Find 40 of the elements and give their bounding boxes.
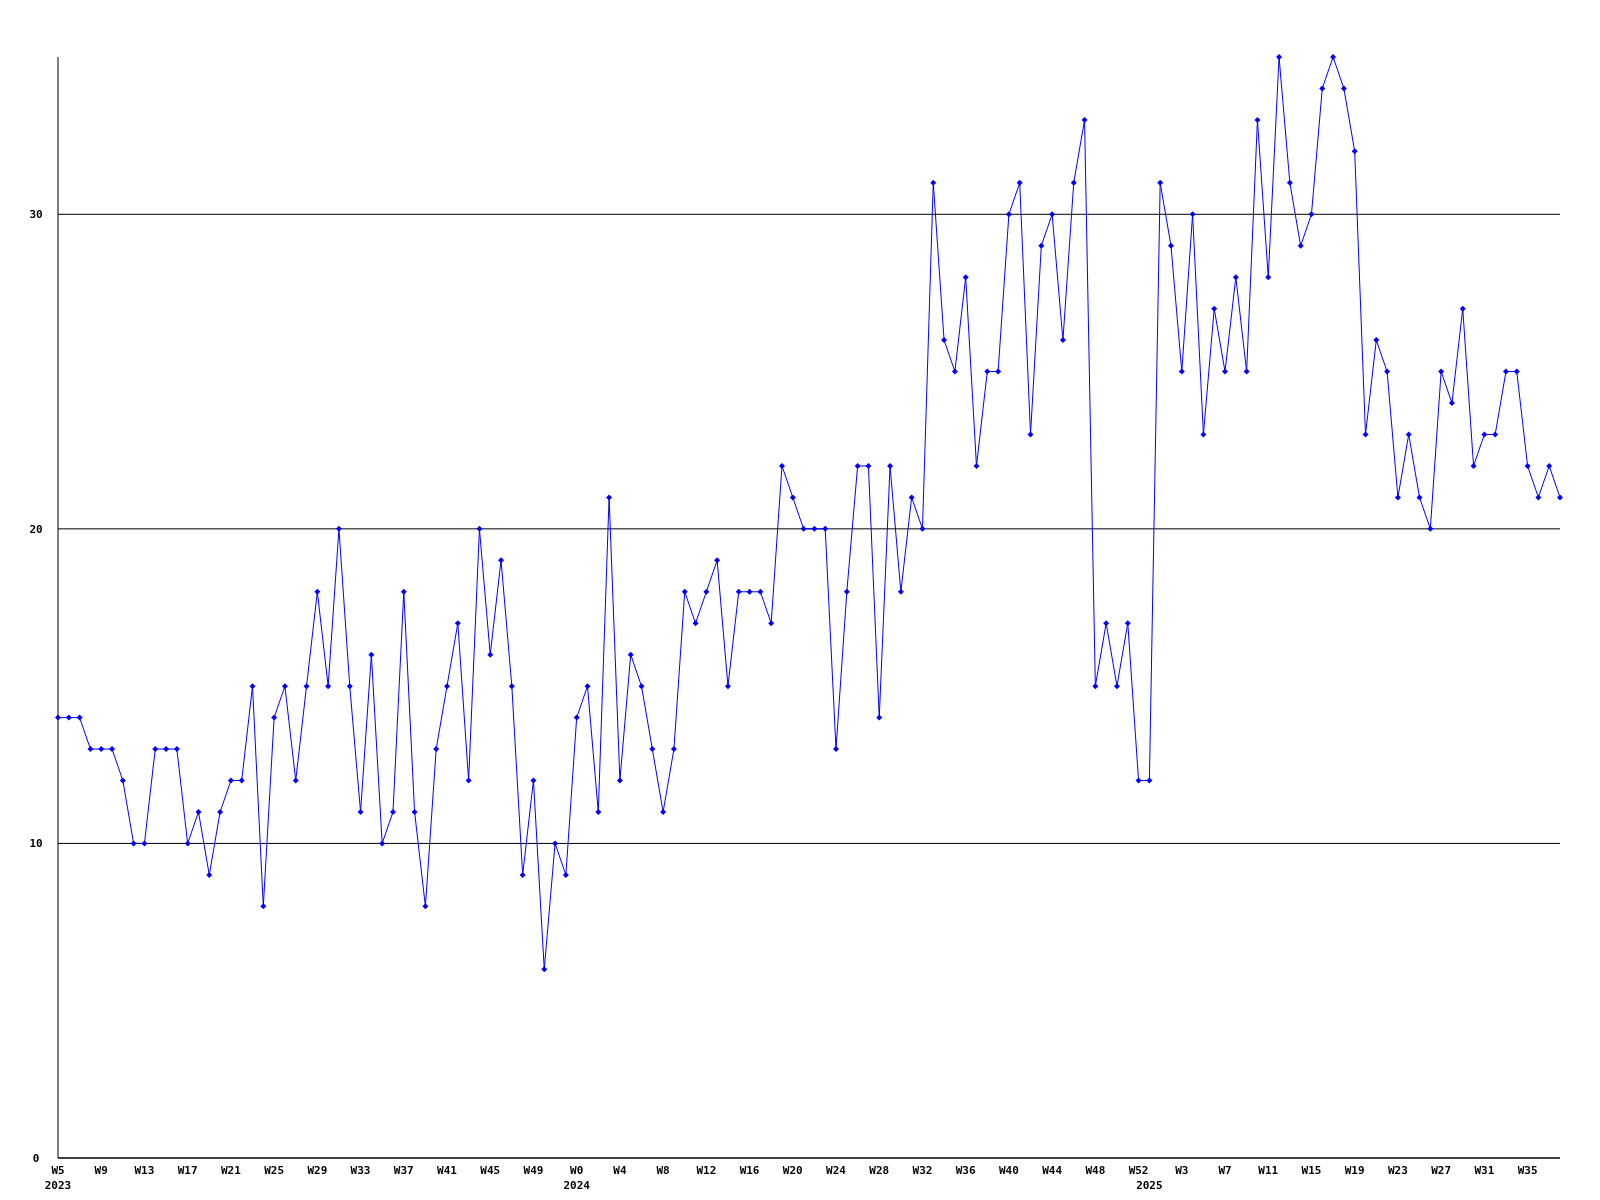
x-tick-label: 2025 bbox=[1136, 1179, 1163, 1192]
x-tick-label: W32 bbox=[912, 1164, 933, 1177]
x-tick-label: W4 bbox=[613, 1164, 627, 1177]
x-tick-label: W21 bbox=[220, 1164, 242, 1177]
y-tick-label: 20 bbox=[29, 522, 43, 536]
x-tick-label: W35 bbox=[1517, 1164, 1538, 1177]
x-tick-label: W25 bbox=[264, 1164, 285, 1177]
x-tick-label: W15 bbox=[1301, 1164, 1322, 1177]
x-tick-label: W41 bbox=[437, 1164, 458, 1177]
x-tick-label: W44 bbox=[1042, 1164, 1063, 1177]
x-tick-label: W48 bbox=[1085, 1164, 1106, 1177]
x-tick-label: W33 bbox=[350, 1164, 371, 1177]
x-tick-label: W8 bbox=[656, 1164, 670, 1177]
x-tick-label: W19 bbox=[1344, 1164, 1365, 1177]
x-tick-label: W7 bbox=[1218, 1164, 1232, 1177]
x-tick-label: W45 bbox=[480, 1164, 501, 1177]
x-tick-label: W37 bbox=[393, 1164, 414, 1177]
x-tick-label: W3 bbox=[1175, 1164, 1189, 1177]
x-tick-label: W17 bbox=[177, 1164, 198, 1177]
x-tick-label: W27 bbox=[1431, 1164, 1452, 1177]
x-tick-label: W23 bbox=[1387, 1164, 1408, 1177]
x-tick-label: W28 bbox=[869, 1164, 890, 1177]
y-tick-label: 10 bbox=[29, 837, 43, 851]
x-tick-label: W40 bbox=[998, 1164, 1019, 1177]
x-tick-label: W52 bbox=[1128, 1164, 1149, 1177]
y-tick-label: 0 bbox=[32, 1151, 40, 1165]
y-tick-label: 30 bbox=[29, 208, 43, 222]
x-tick-label: W49 bbox=[523, 1164, 544, 1177]
x-tick-label: W16 bbox=[739, 1164, 760, 1177]
x-tick-label: W5 2023 bbox=[44, 1164, 72, 1192]
x-tick-label: W31 bbox=[1474, 1164, 1495, 1177]
x-tick-label: W24 bbox=[826, 1164, 847, 1177]
x-tick-label: W20 bbox=[782, 1164, 803, 1177]
x-tick-label: W36 bbox=[955, 1164, 976, 1177]
x-tick-label: W12 bbox=[696, 1164, 717, 1177]
x-tick-label: W29 bbox=[307, 1164, 328, 1177]
x-tick-label: W0 2024 bbox=[563, 1164, 591, 1192]
x-tick-label: W9 bbox=[94, 1164, 108, 1177]
x-tick-label: W11 bbox=[1258, 1164, 1279, 1177]
x-tick-label: W13 bbox=[134, 1164, 155, 1177]
